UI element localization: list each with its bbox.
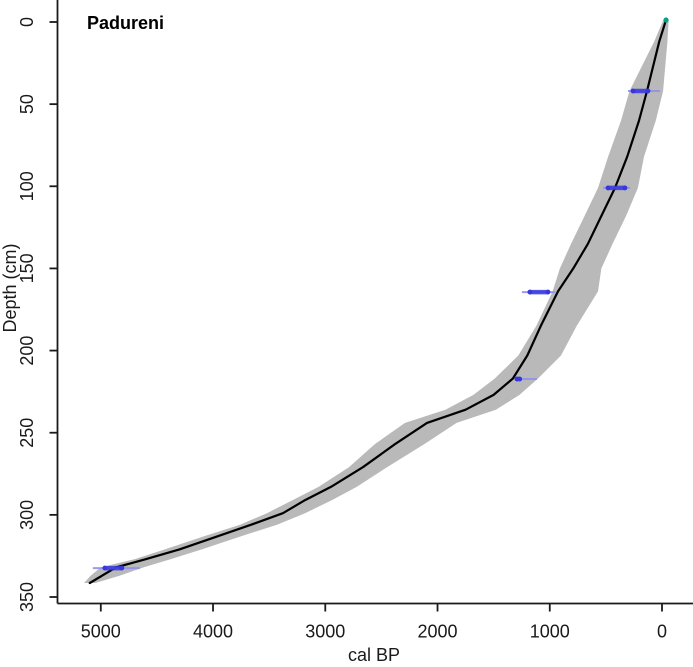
date-marker: [521, 289, 555, 295]
date-marker: [514, 376, 537, 382]
x-tick-label: 3000: [305, 622, 345, 642]
model-line: [88, 18, 668, 585]
date-dot: [517, 376, 523, 382]
x-tick-label: 2000: [417, 622, 457, 642]
date-dot: [119, 565, 125, 571]
x-tick-label: 0: [657, 622, 667, 642]
chart-title: Padureni: [87, 13, 164, 33]
x-tick-label: 1000: [530, 622, 570, 642]
date-dot: [645, 88, 651, 94]
y-tick-label: 250: [17, 418, 37, 448]
axes-layer: 5000 4000 3000 2000 1000 0 0 50 100 150 200 250 300 3…: [17, 0, 693, 642]
date-dot: [630, 88, 636, 94]
date-dot: [622, 185, 628, 191]
x-axis-label: cal BP: [348, 645, 400, 665]
x-tick-label: 4000: [193, 622, 233, 642]
confidence-envelope: [84, 20, 669, 583]
x-tick-label: 5000: [81, 622, 121, 642]
date-dot: [527, 289, 533, 295]
confidence-envelope-layer: [84, 20, 669, 583]
y-tick-label: 200: [17, 336, 37, 366]
date-dot: [605, 185, 611, 191]
y-axis-label: Depth (cm): [0, 243, 20, 332]
y-tick-label: 150: [17, 253, 37, 283]
date-marker: [92, 565, 140, 571]
model-line-layer: [88, 18, 668, 585]
y-tick-label: 300: [17, 500, 37, 530]
y-tick-label: 350: [17, 582, 37, 612]
date-marker: [627, 88, 660, 94]
surface-date-marker: [663, 17, 669, 23]
y-tick-label: 0: [17, 17, 37, 27]
date-marker: [602, 185, 631, 191]
calibrated-dates-layer: [92, 17, 669, 571]
date-dot: [545, 289, 551, 295]
y-tick-label: 50: [17, 94, 37, 114]
y-tick-label: 100: [17, 171, 37, 201]
date-dot: [102, 565, 108, 571]
